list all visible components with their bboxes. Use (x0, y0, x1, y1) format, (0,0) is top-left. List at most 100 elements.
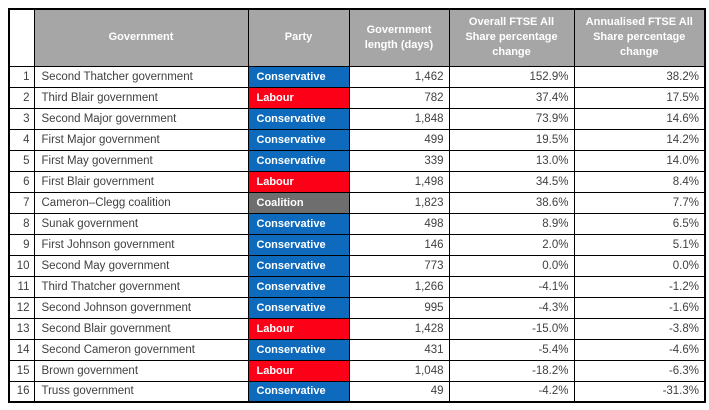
annualised-change-cell: 7.7% (573, 191, 706, 214)
row-number-cell: 12 (8, 296, 35, 319)
overall-change-cell: 34.5% (448, 170, 575, 193)
length-cell: 1,428 (348, 317, 450, 340)
party-cell: Conservative (247, 233, 350, 256)
overall-change-cell: 152.9% (448, 65, 575, 88)
party-cell: Coalition (247, 191, 350, 214)
annualised-change-cell: 14.6% (573, 107, 706, 130)
length-cell: 1,498 (348, 170, 450, 193)
table-row: 2 Third Blair government Labour 782 37.4… (8, 86, 706, 109)
row-number-cell: 14 (8, 338, 35, 361)
overall-change-cell: 19.5% (448, 128, 575, 151)
government-cell: First Major government (33, 128, 249, 151)
annualised-change-cell: -4.6% (573, 338, 706, 361)
row-number-cell: 13 (8, 317, 35, 340)
overall-change-cell: 8.9% (448, 212, 575, 235)
party-cell: Labour (247, 86, 350, 109)
length-cell: 1,462 (348, 65, 450, 88)
annualised-change-cell: 17.5% (573, 86, 706, 109)
overall-change-cell: 38.6% (448, 191, 575, 214)
overall-change-cell: 37.4% (448, 86, 575, 109)
party-cell: Conservative (247, 107, 350, 130)
overall-change-cell: -4.3% (448, 296, 575, 319)
length-cell: 995 (348, 296, 450, 319)
length-cell: 49 (348, 380, 450, 403)
government-cell: First May government (33, 149, 249, 172)
length-cell: 1,848 (348, 107, 450, 130)
annualised-change-cell: -3.8% (573, 317, 706, 340)
row-number-cell: 16 (8, 380, 35, 403)
table-row: 7 Cameron–Clegg coalition Coalition 1,82… (8, 191, 706, 214)
overall-change-cell: 0.0% (448, 254, 575, 277)
row-number-cell: 8 (8, 212, 35, 235)
table-row: 9 First Johnson government Conservative … (8, 233, 706, 256)
header-annualised-change: Annualised FTSE All Share percentage cha… (573, 8, 706, 67)
party-cell: Conservative (247, 149, 350, 172)
table-row: 11 Third Thatcher government Conservativ… (8, 275, 706, 298)
length-cell: 146 (348, 233, 450, 256)
party-cell: Conservative (247, 380, 350, 403)
annualised-change-cell: -1.6% (573, 296, 706, 319)
table-row: 4 First Major government Conservative 49… (8, 128, 706, 151)
annualised-change-cell: 5.1% (573, 233, 706, 256)
length-cell: 431 (348, 338, 450, 361)
length-cell: 773 (348, 254, 450, 277)
overall-change-cell: 2.0% (448, 233, 575, 256)
row-number-cell: 11 (8, 275, 35, 298)
government-cell: Third Blair government (33, 86, 249, 109)
table-row: 1 Second Thatcher government Conservativ… (8, 65, 706, 88)
header-overall-change: Overall FTSE All Share percentage change (448, 8, 575, 67)
length-cell: 1,048 (348, 359, 450, 382)
header-party: Party (247, 8, 350, 67)
government-cell: Third Thatcher government (33, 275, 249, 298)
row-number-cell: 7 (8, 191, 35, 214)
length-cell: 1,266 (348, 275, 450, 298)
table-row: 3 Second Major government Conservative 1… (8, 107, 706, 130)
government-cell: Second Johnson government (33, 296, 249, 319)
table-row: 8 Sunak government Conservative 498 8.9%… (8, 212, 706, 235)
table-header: Government Party Government length (days… (8, 8, 706, 67)
table-row: 10 Second May government Conservative 77… (8, 254, 706, 277)
party-cell: Conservative (247, 128, 350, 151)
annualised-change-cell: 38.2% (573, 65, 706, 88)
length-cell: 339 (348, 149, 450, 172)
government-cell: Second May government (33, 254, 249, 277)
party-cell: Conservative (247, 296, 350, 319)
government-cell: Second Blair government (33, 317, 249, 340)
party-cell: Labour (247, 317, 350, 340)
row-number-cell: 15 (8, 359, 35, 382)
annualised-change-cell: -31.3% (573, 380, 706, 403)
row-number-cell: 10 (8, 254, 35, 277)
government-cell: Cameron–Clegg coalition (33, 191, 249, 214)
table-row: 5 First May government Conservative 339 … (8, 149, 706, 172)
data-table: Government Party Government length (days… (8, 8, 706, 403)
overall-change-cell: -5.4% (448, 338, 575, 361)
length-cell: 782 (348, 86, 450, 109)
length-cell: 499 (348, 128, 450, 151)
overall-change-cell: 13.0% (448, 149, 575, 172)
length-cell: 1,823 (348, 191, 450, 214)
header-government: Government (33, 8, 249, 67)
annualised-change-cell: 6.5% (573, 212, 706, 235)
overall-change-cell: -18.2% (448, 359, 575, 382)
table-row: 16 Truss government Conservative 49 -4.2… (8, 380, 706, 403)
row-number-cell: 2 (8, 86, 35, 109)
party-cell: Conservative (247, 212, 350, 235)
government-cell: Second Major government (33, 107, 249, 130)
table-row: 12 Second Johnson government Conservativ… (8, 296, 706, 319)
party-cell: Conservative (247, 65, 350, 88)
header-corner-cell (8, 8, 35, 67)
length-cell: 498 (348, 212, 450, 235)
annualised-change-cell: -1.2% (573, 275, 706, 298)
government-cell: Second Cameron government (33, 338, 249, 361)
row-number-cell: 4 (8, 128, 35, 151)
annualised-change-cell: 14.2% (573, 128, 706, 151)
annualised-change-cell: 8.4% (573, 170, 706, 193)
row-number-cell: 5 (8, 149, 35, 172)
government-cell: Sunak government (33, 212, 249, 235)
table-row: 15 Brown government Labour 1,048 -18.2% … (8, 359, 706, 382)
overall-change-cell: -4.2% (448, 380, 575, 403)
annualised-change-cell: 0.0% (573, 254, 706, 277)
row-number-cell: 9 (8, 233, 35, 256)
government-cell: First Blair government (33, 170, 249, 193)
annualised-change-cell: -6.3% (573, 359, 706, 382)
